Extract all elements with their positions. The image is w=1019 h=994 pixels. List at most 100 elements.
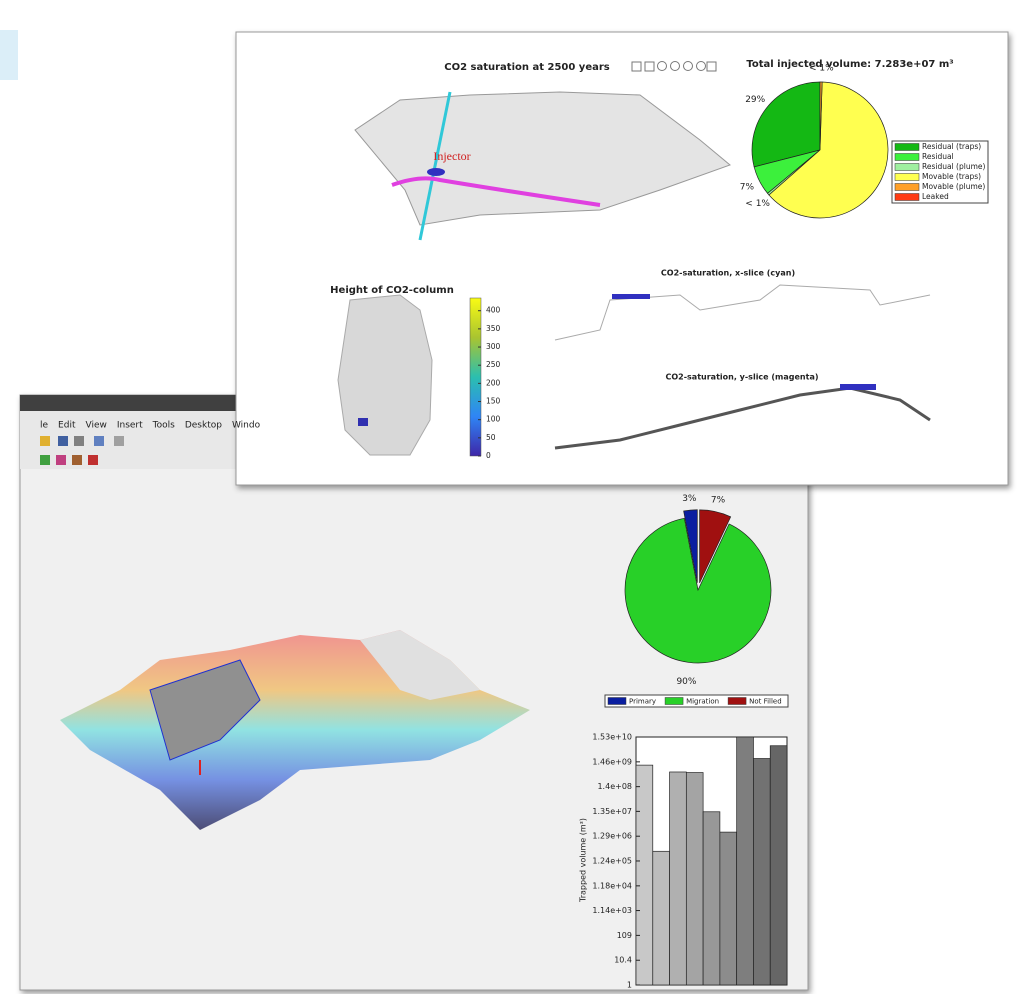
y-tick-label: 250 — [486, 360, 501, 369]
x-slice-grid — [554, 284, 931, 341]
menu-item[interactable]: Desktop — [185, 421, 222, 431]
legend-swatch — [894, 153, 920, 161]
bar — [769, 745, 788, 986]
bar — [685, 772, 704, 986]
x-slice-line — [418, 91, 452, 241]
legend-box — [891, 140, 989, 204]
legend-label: Primary — [629, 698, 656, 706]
menu-bar: le Edit View Insert Tools Desktop Windo — [40, 421, 261, 431]
colorbar — [469, 297, 482, 457]
y-tick-label: 109 — [617, 931, 632, 940]
y-tick-label: 1 — [627, 981, 632, 990]
slice-label: 3% — [682, 494, 697, 504]
legend-swatch — [607, 697, 627, 705]
slice-label: < 1% — [745, 199, 770, 209]
legend-label: Residual (traps) — [922, 142, 981, 151]
legend-label: Migration — [686, 698, 719, 706]
pie-slice — [624, 517, 772, 664]
charts: 29%7%< 1%< 1%Total injected volume: 7.28… — [330, 59, 989, 990]
pie-slice — [751, 81, 821, 168]
y-slice-title: CO2-saturation, y-slice (magenta) — [665, 373, 818, 382]
slice-label: 7% — [711, 496, 726, 506]
y-tick-label: 150 — [486, 397, 501, 406]
pie-slice — [768, 81, 889, 219]
y-tick-label: 0 — [486, 451, 491, 460]
bar — [753, 758, 771, 986]
tool-icon[interactable] — [88, 455, 98, 465]
tool-icon[interactable] — [644, 61, 655, 72]
bar — [652, 850, 670, 986]
menu-item[interactable]: Insert — [117, 421, 143, 431]
y-tick-label: 1.35e+07 — [592, 807, 632, 816]
legend-swatch — [894, 183, 920, 191]
legend-label: Movable (traps) — [922, 172, 981, 181]
y-tick-label: 100 — [486, 415, 501, 424]
y-tick-label: 1.29e+06 — [592, 832, 632, 841]
tool-icon[interactable] — [40, 436, 50, 446]
y-tick-label: 1.46e+09 — [592, 757, 632, 766]
tool-icon[interactable] — [72, 455, 82, 465]
pie-slice — [819, 81, 823, 151]
toolbar — [40, 436, 124, 465]
legend-swatch — [894, 173, 920, 181]
legend-label: Leaked — [922, 192, 949, 201]
y-tick-label: 300 — [486, 342, 501, 351]
plot-toolbar — [631, 61, 717, 72]
menu-item[interactable]: Windo — [232, 421, 261, 431]
legend-label: Movable (plume) — [922, 182, 985, 191]
slice-label: < 1% — [809, 64, 834, 74]
slice-label: 90% — [676, 677, 696, 687]
y-tick-label: 1.24e+05 — [592, 856, 632, 865]
front-window: CO2 saturation at 2500 years Injector CO… — [235, 31, 1009, 486]
y-tick-label: 1.18e+04 — [592, 881, 632, 890]
legend-swatch — [894, 143, 920, 151]
height-plume — [358, 418, 368, 426]
y-tick-label: 50 — [486, 433, 496, 442]
chart-title: Total injected volume: 7.283e+07 m³ — [746, 59, 953, 70]
menu-item[interactable]: View — [85, 421, 106, 431]
injector-label: Injector — [433, 149, 470, 163]
legend-swatch — [664, 697, 684, 705]
trap-region — [149, 659, 261, 761]
x-slice-plume — [612, 294, 650, 299]
tool-icon[interactable] — [94, 436, 104, 446]
plume — [427, 168, 445, 176]
tool-icon[interactable] — [657, 61, 667, 71]
bar — [635, 764, 654, 986]
y-slice-plume — [840, 384, 876, 390]
tool-icon[interactable] — [56, 455, 66, 465]
tool-icon[interactable] — [58, 436, 68, 446]
height-map — [337, 294, 433, 456]
menu-item[interactable]: Edit — [58, 421, 76, 431]
tool-icon[interactable] — [74, 436, 84, 446]
tool-icon[interactable] — [706, 61, 717, 72]
legend-label: Not Filled — [749, 698, 782, 706]
tool-icon[interactable] — [670, 61, 680, 71]
tool-icon[interactable] — [696, 61, 706, 71]
y-slice-line — [391, 176, 601, 207]
pie-slice — [683, 509, 698, 583]
bar — [669, 771, 687, 986]
grid-surface — [354, 91, 731, 226]
y-tick-label: 200 — [486, 378, 501, 387]
tool-icon[interactable] — [683, 61, 693, 71]
legend-swatch — [894, 193, 920, 201]
slice-label: 7% — [740, 183, 755, 193]
tool-icon[interactable] — [631, 61, 642, 72]
chart-title: Height of CO2-column — [330, 285, 454, 296]
menu-item[interactable]: le — [40, 421, 49, 431]
tool-icon[interactable] — [114, 436, 124, 446]
legend-label: Residual — [922, 152, 954, 161]
bar — [702, 811, 721, 986]
menu-item[interactable]: Tools — [152, 421, 175, 431]
pie-slice — [699, 509, 732, 584]
tool-icon[interactable] — [40, 455, 50, 465]
y-axis-label: Trapped volume (m³) — [579, 818, 588, 903]
legend-swatch — [727, 697, 747, 705]
x-slice-title: CO2-saturation, x-slice (cyan) — [661, 269, 795, 278]
y-slice-grid — [554, 386, 931, 450]
legend-swatch — [894, 163, 920, 171]
y-tick-label: 10.4 — [614, 956, 632, 965]
